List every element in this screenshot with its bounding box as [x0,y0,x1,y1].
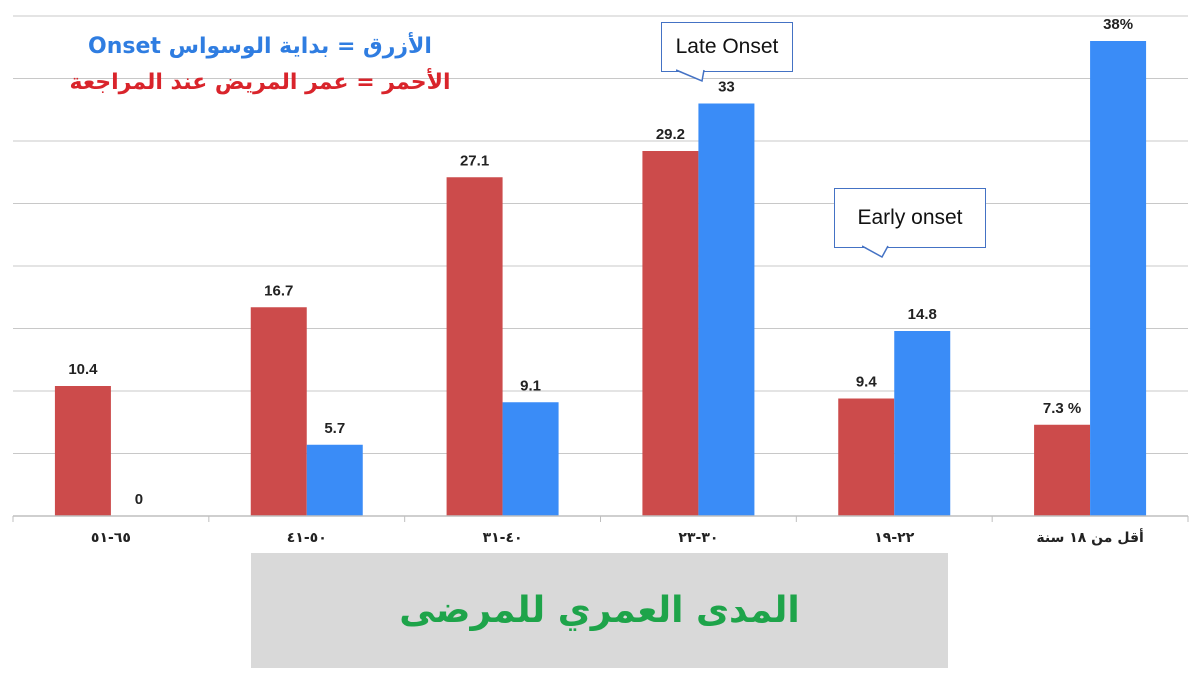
data-label-red: 7.3 % [1043,400,1081,417]
callout-early-onset-text: Early onset [857,206,963,229]
callout-late-onset-tail [676,69,705,83]
callout-late-onset-text: Late Onset [675,35,779,58]
category-labels: ٦٥-٥١ ٥٠-٤١ ٤٠-٣١ ٣٠-٢٣ ٢٢-١٩ أقل من ١٨ سنة [91,528,1144,546]
legend-blue-series: الأزرق = بداية الوسواس Onset [88,34,432,59]
category-label: ٣٠-٢٣ [678,530,718,546]
data-label-red: 16.7 [264,282,293,299]
data-label-red: 27.1 [460,152,489,169]
category-label: ٦٥-٥١ [91,530,131,546]
bar-blue [306,444,363,516]
bar-red [1034,424,1091,516]
data-label-blue: 33 [718,79,735,96]
gridlines [13,15,1188,454]
data-label-blue: 0 [135,491,143,508]
category-label: أقل من ١٨ سنة [1036,528,1143,546]
bar-red [250,307,307,516]
legend-red-series: الأحمر = عمر المريض عند المراجعة [69,70,451,95]
data-label-blue: 5.7 [324,420,345,437]
bar-blue [502,402,559,516]
x-axis-ticks [12,516,1189,522]
data-label-red: 9.4 [856,374,878,391]
callout-early-onset: Early onset [834,188,986,248]
bar-blue [894,331,951,516]
data-label-blue: 9.1 [520,377,541,394]
x-axis-title-box: المدى العمري للمرضى [251,553,948,668]
bar-blue [698,103,755,516]
bar-red [54,386,111,516]
bars [54,41,1147,516]
category-label: ٤٠-٣١ [483,530,523,546]
bar-red [446,177,503,516]
category-label: ٥٠-٤١ [287,530,327,546]
value-labels: 10.4 0 16.7 5.7 27.1 9.1 29.2 33 9.4 14.8 7.3 % 38% [68,16,1133,508]
bar-blue [1090,41,1147,516]
data-label-blue: 14.8 [908,306,937,323]
x-axis-title: المدى العمري للمرضى [399,590,800,631]
bar-red [642,151,699,516]
callout-late-onset: Late Onset [661,22,793,72]
data-label-blue: 38% [1103,16,1133,33]
data-label-red: 29.2 [656,126,685,143]
data-label-red: 10.4 [68,361,98,378]
category-label: ٢٢-١٩ [874,530,914,546]
bar-red [838,398,895,516]
callout-early-onset-tail [862,245,889,259]
